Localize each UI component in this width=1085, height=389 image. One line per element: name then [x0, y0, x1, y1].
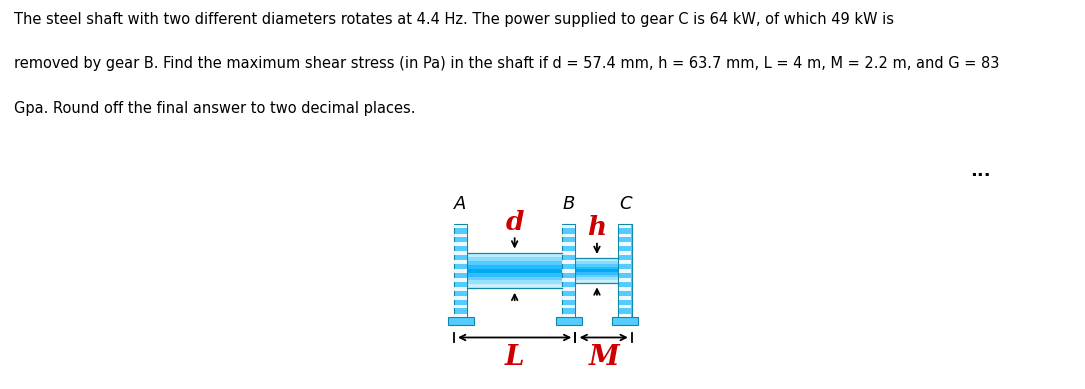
Bar: [556, 317, 582, 325]
Bar: [455, 242, 467, 246]
Bar: [562, 305, 575, 308]
Bar: [468, 277, 562, 280]
Bar: [468, 261, 562, 265]
Bar: [620, 251, 631, 255]
Text: C: C: [618, 195, 631, 213]
Bar: [468, 265, 562, 269]
Bar: [575, 277, 618, 280]
Bar: [562, 269, 575, 273]
Bar: [620, 269, 631, 273]
Bar: [562, 224, 575, 317]
Bar: [468, 253, 562, 257]
Bar: [455, 251, 467, 255]
Text: M: M: [588, 344, 620, 371]
Bar: [575, 261, 618, 264]
Bar: [455, 269, 467, 273]
Bar: [562, 233, 575, 237]
Bar: [620, 233, 631, 237]
Bar: [455, 225, 467, 228]
Text: Gpa. Round off the final answer to two decimal places.: Gpa. Round off the final answer to two d…: [14, 101, 416, 116]
Text: ...: ...: [970, 162, 992, 180]
Bar: [562, 225, 575, 228]
Text: B: B: [562, 195, 575, 213]
Bar: [620, 278, 631, 282]
Bar: [455, 314, 467, 317]
Bar: [575, 266, 618, 269]
Bar: [468, 280, 562, 284]
Bar: [562, 242, 575, 246]
Bar: [575, 280, 618, 283]
Bar: [620, 225, 631, 228]
Bar: [455, 305, 467, 308]
Bar: [455, 296, 467, 300]
Bar: [562, 296, 575, 300]
Bar: [454, 224, 468, 317]
Bar: [455, 287, 467, 291]
Bar: [562, 260, 575, 264]
Bar: [455, 260, 467, 264]
Bar: [620, 287, 631, 291]
Bar: [468, 269, 562, 273]
Text: L: L: [505, 344, 524, 371]
Bar: [468, 257, 562, 261]
Bar: [620, 305, 631, 308]
Text: The steel shaft with two different diameters rotates at 4.4 Hz. The power suppli: The steel shaft with two different diame…: [14, 12, 894, 27]
Bar: [468, 273, 562, 277]
Bar: [562, 314, 575, 317]
Bar: [562, 251, 575, 255]
Bar: [448, 317, 473, 325]
Bar: [612, 317, 638, 325]
Text: A: A: [455, 195, 467, 213]
Bar: [562, 278, 575, 282]
Bar: [562, 287, 575, 291]
Bar: [620, 296, 631, 300]
Bar: [620, 242, 631, 246]
Text: h: h: [587, 215, 607, 240]
Bar: [575, 272, 618, 275]
Bar: [455, 278, 467, 282]
Bar: [620, 260, 631, 264]
Bar: [620, 314, 631, 317]
Bar: [468, 284, 562, 288]
Bar: [575, 258, 618, 261]
Bar: [618, 224, 631, 317]
Text: removed by gear B. Find the maximum shear stress (in Pa) in the shaft if d = 57.: removed by gear B. Find the maximum shea…: [14, 56, 999, 72]
Bar: [575, 275, 618, 277]
Bar: [455, 233, 467, 237]
Text: d: d: [506, 210, 524, 235]
Bar: [575, 264, 618, 266]
Bar: [575, 269, 618, 272]
